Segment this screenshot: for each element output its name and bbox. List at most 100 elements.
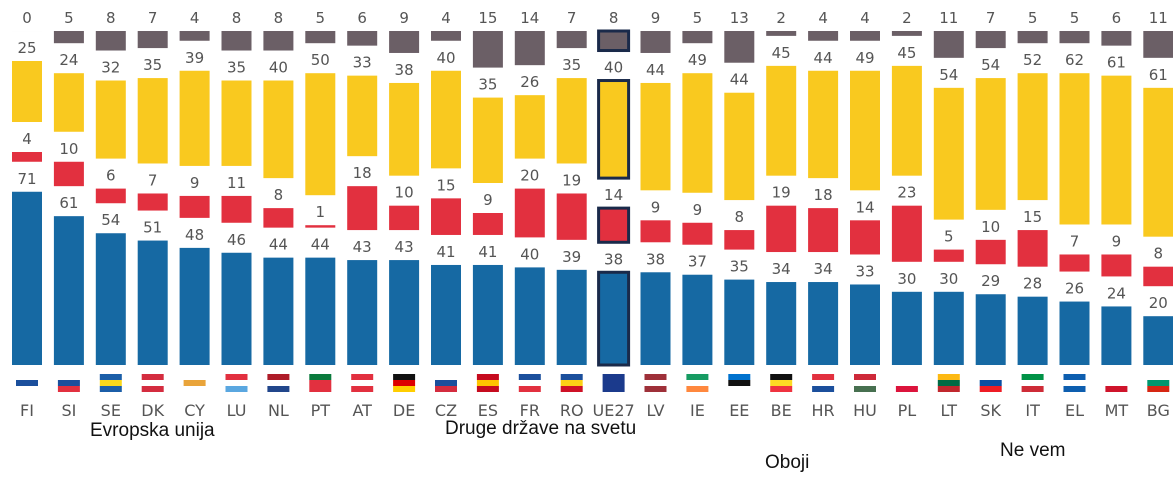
bar-segment bbox=[933, 87, 964, 220]
value-label: 14 bbox=[855, 198, 874, 216]
bar-segment bbox=[556, 31, 587, 49]
bar-segment bbox=[1101, 254, 1132, 277]
flag bbox=[1021, 380, 1044, 386]
flag bbox=[99, 386, 122, 392]
value-label: 10 bbox=[59, 140, 78, 158]
value-label: 40 bbox=[269, 59, 288, 77]
flag bbox=[267, 374, 290, 380]
value-label: 2 bbox=[776, 9, 786, 27]
bar-segment bbox=[597, 270, 631, 367]
value-label: 14 bbox=[520, 9, 539, 27]
value-label: 5 bbox=[944, 228, 954, 246]
value-label: 18 bbox=[814, 186, 833, 204]
value-label: 8 bbox=[735, 208, 745, 226]
bar-segment bbox=[640, 272, 671, 365]
bar-segment bbox=[1143, 87, 1173, 237]
value-label: 61 bbox=[1107, 54, 1126, 72]
bar-segment bbox=[597, 29, 631, 53]
value-label: 19 bbox=[772, 184, 791, 202]
flag bbox=[1021, 386, 1044, 392]
x-tick-label: NL bbox=[268, 401, 289, 420]
flag bbox=[183, 380, 206, 386]
value-label: 52 bbox=[1023, 51, 1042, 69]
x-tick-label: HU bbox=[853, 401, 877, 420]
value-label: 8 bbox=[106, 9, 116, 27]
bar-segment bbox=[1059, 73, 1090, 225]
bar-segment bbox=[263, 31, 294, 51]
flag bbox=[518, 374, 541, 380]
flag bbox=[602, 380, 625, 386]
value-label: 19 bbox=[562, 171, 581, 189]
x-tick-label: PL bbox=[898, 401, 917, 420]
bar-segment bbox=[221, 195, 252, 223]
flag bbox=[435, 380, 457, 386]
flag bbox=[141, 386, 164, 392]
bar-segment bbox=[891, 65, 922, 176]
value-label: 34 bbox=[772, 260, 791, 278]
flag bbox=[16, 386, 38, 392]
x-tick-label: DK bbox=[141, 401, 164, 420]
bar-segment bbox=[682, 274, 713, 365]
flag bbox=[602, 386, 625, 392]
bar-segment bbox=[597, 79, 631, 180]
x-tick-label: ES bbox=[478, 401, 498, 420]
value-label: 14 bbox=[604, 186, 623, 204]
bar-segment bbox=[431, 70, 461, 169]
bar-segment bbox=[53, 73, 84, 132]
bar-segment bbox=[724, 279, 755, 365]
x-tick-label: DE bbox=[393, 401, 415, 420]
value-label: 11 bbox=[1149, 9, 1168, 27]
bar-segment bbox=[724, 92, 755, 201]
value-label: 49 bbox=[855, 49, 874, 67]
value-label: 45 bbox=[897, 44, 916, 62]
flag bbox=[895, 386, 918, 392]
flag bbox=[99, 374, 122, 380]
bar-segment bbox=[347, 75, 378, 157]
value-label: 6 bbox=[1112, 9, 1122, 27]
bar-segment bbox=[53, 31, 84, 44]
value-label: 7 bbox=[567, 9, 577, 27]
value-label: 5 bbox=[693, 9, 703, 27]
flag bbox=[225, 386, 248, 392]
bar-segment bbox=[640, 220, 671, 243]
value-label: 54 bbox=[101, 211, 120, 229]
bar-segment bbox=[766, 31, 797, 36]
value-label: 15 bbox=[478, 9, 497, 27]
x-tick-label: CZ bbox=[435, 401, 457, 420]
value-label: 38 bbox=[395, 61, 414, 79]
flag bbox=[560, 386, 583, 392]
bar-segment bbox=[305, 225, 336, 228]
value-label: 10 bbox=[395, 184, 414, 202]
bar-segment bbox=[221, 31, 252, 51]
value-label: 35 bbox=[478, 76, 497, 94]
x-tick-label: FR bbox=[520, 401, 540, 420]
value-label: 38 bbox=[604, 250, 623, 268]
value-label: 41 bbox=[478, 243, 497, 261]
bar-segment bbox=[95, 233, 126, 365]
bar-segment bbox=[179, 195, 210, 218]
value-label: 43 bbox=[395, 238, 414, 256]
x-tick-label: SK bbox=[980, 401, 1001, 420]
bar-segment bbox=[1017, 296, 1048, 365]
value-label: 7 bbox=[1070, 232, 1080, 250]
flag bbox=[1063, 374, 1086, 380]
bar-segment bbox=[640, 31, 671, 53]
bar-segment bbox=[347, 186, 378, 231]
flag bbox=[644, 386, 667, 392]
bar-segment bbox=[850, 31, 880, 41]
flag bbox=[141, 374, 164, 380]
value-label: 32 bbox=[101, 59, 120, 77]
flag bbox=[435, 374, 457, 380]
flag bbox=[1147, 386, 1170, 392]
bar-segment bbox=[724, 230, 755, 250]
flag bbox=[99, 380, 122, 386]
bar-segment bbox=[682, 222, 713, 245]
value-label: 26 bbox=[520, 73, 539, 91]
bar-segment bbox=[179, 247, 210, 365]
flag bbox=[141, 380, 164, 386]
bar-segment bbox=[808, 70, 839, 179]
value-label: 4 bbox=[190, 9, 200, 27]
flag bbox=[393, 374, 416, 380]
